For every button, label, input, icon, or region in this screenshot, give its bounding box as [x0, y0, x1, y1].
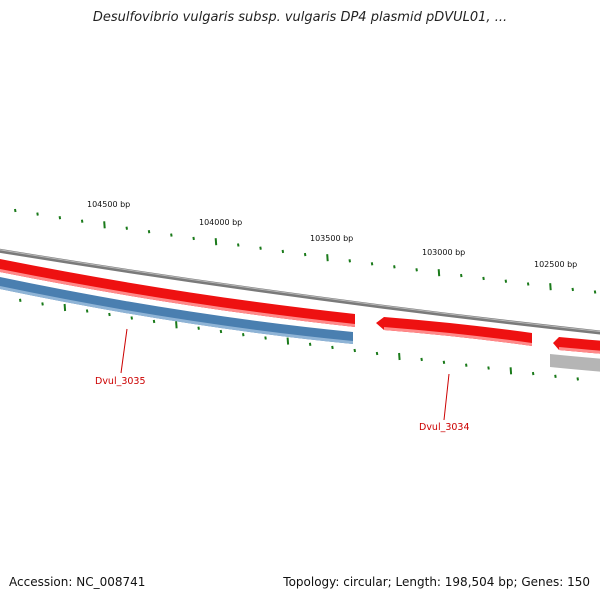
minor-tick	[264, 336, 267, 340]
major-tick	[437, 269, 441, 277]
minor-tick	[531, 371, 535, 376]
minor-tick	[308, 342, 312, 346]
minor-tick	[259, 246, 262, 250]
minor-tick	[85, 309, 89, 313]
minor-tick	[281, 249, 285, 254]
minor-tick	[482, 276, 485, 281]
minor-tick	[242, 333, 245, 337]
other-gene-bar[interactable]	[550, 354, 600, 372]
minor-tick	[108, 312, 111, 317]
leader-line-dvul-3034	[443, 373, 450, 421]
forward-gene-bar[interactable]	[0, 258, 355, 327]
minor-tick	[80, 219, 84, 223]
major-tick	[103, 221, 106, 229]
minor-tick	[41, 302, 44, 306]
tick-label-103500: 103500 bp	[310, 234, 353, 243]
minor-tick	[237, 243, 240, 247]
gene-dvul-3034-shade	[384, 327, 532, 346]
map-title: Desulfovibrio vulgaris subsp. vulgaris D…	[92, 10, 508, 25]
minor-tick	[526, 282, 530, 286]
forward-gene-bar-shade	[0, 268, 355, 327]
leader-line-dvul-3035	[120, 328, 128, 374]
minor-tick	[460, 273, 463, 278]
outer-tick-track	[14, 208, 597, 294]
minor-tick	[353, 348, 356, 353]
major-tick	[214, 238, 218, 246]
minor-tick	[348, 259, 351, 263]
minor-tick	[487, 366, 490, 370]
minor-tick	[14, 208, 17, 213]
topology-summary: Topology: circular; Length: 198,504 bp; …	[283, 575, 590, 589]
tick-label-102500: 102500 bp	[534, 260, 577, 269]
minor-tick	[192, 236, 195, 241]
tick-label-104000: 104000 bp	[199, 218, 242, 227]
minor-tick	[125, 226, 128, 230]
minor-tick	[504, 279, 508, 283]
minor-tick	[375, 351, 379, 356]
minor-tick	[571, 287, 574, 292]
major-tick	[286, 337, 290, 345]
backbone-arc	[0, 248, 600, 335]
inner-tick-track	[19, 298, 579, 381]
tick-label-104500: 104500 bp	[87, 200, 130, 209]
minor-tick	[593, 290, 597, 294]
minor-tick	[576, 377, 579, 381]
minor-tick	[370, 262, 374, 266]
major-tick	[509, 367, 513, 375]
tick-label-103000: 103000 bp	[422, 248, 465, 257]
forward-gene-right-shade	[559, 347, 600, 354]
major-tick	[175, 321, 178, 329]
major-tick	[398, 352, 401, 361]
minor-tick	[19, 298, 22, 302]
gene-label-dvul-3034[interactable]: Dvul_3034	[419, 422, 470, 433]
minor-tick	[197, 326, 200, 330]
minor-tick	[331, 345, 334, 350]
scale-labels: 104500 bp 104000 bp 103500 bp 103000 bp …	[87, 200, 577, 269]
accession-text: Accession: NC_008741	[9, 575, 146, 589]
major-tick	[326, 254, 329, 262]
minor-tick	[415, 268, 418, 272]
minor-tick	[554, 374, 557, 378]
gene-label-dvul-3035[interactable]: Dvul_3035	[95, 376, 146, 387]
backbone-arc-highlight	[0, 249, 600, 332]
minor-tick	[58, 216, 62, 220]
major-tick	[63, 303, 67, 312]
minor-tick	[465, 363, 468, 367]
minor-tick	[393, 265, 396, 269]
major-tick	[549, 283, 552, 291]
minor-tick	[219, 329, 223, 334]
minor-tick	[130, 316, 133, 320]
minor-tick	[36, 212, 39, 216]
minor-tick	[442, 360, 446, 364]
minor-tick	[147, 230, 151, 234]
gene-dvul-3035-bar[interactable]	[0, 276, 353, 344]
minor-tick	[170, 233, 173, 237]
gene-dvul-3035-shade	[0, 286, 353, 344]
minor-tick	[303, 252, 307, 257]
minor-tick	[152, 319, 156, 324]
minor-tick	[420, 357, 423, 362]
